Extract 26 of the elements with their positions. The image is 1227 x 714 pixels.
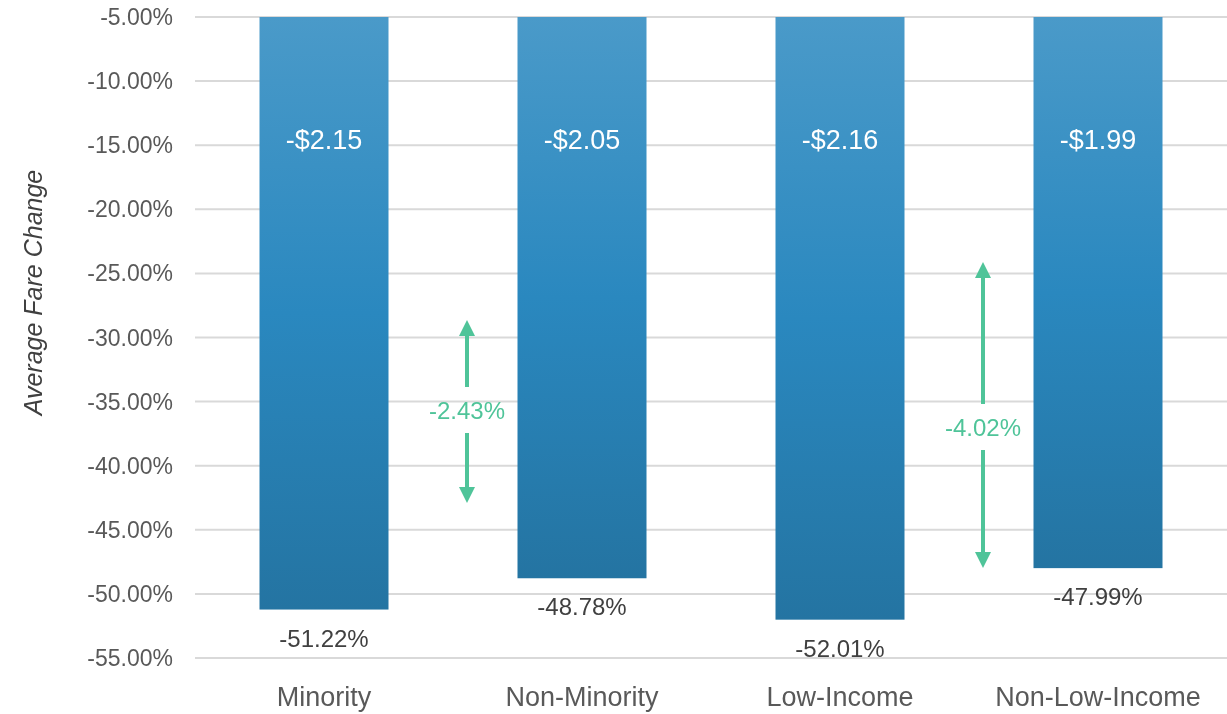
annotation: -$1.99 <box>1059 125 1137 155</box>
y-axis-title: Average Fare Change <box>19 169 47 418</box>
y-tick-label: -20.00% <box>87 196 173 223</box>
x-tick-label: Non-Minority <box>505 682 660 712</box>
annotation: -$2.15 <box>285 125 363 155</box>
y-tick-label: -45.00% <box>87 516 173 543</box>
y-tick-label: -30.00% <box>87 324 173 351</box>
y-tick-label: -35.00% <box>87 388 173 415</box>
y-tick-label: -5.00% <box>100 4 173 30</box>
annotation: -$2.16 <box>801 125 879 155</box>
y-tick-label: -40.00% <box>87 452 173 479</box>
annotation: -$2.05 <box>543 125 621 155</box>
y-tick-label: -25.00% <box>87 260 173 287</box>
x-tick-label: Minority <box>276 682 372 712</box>
y-tick-label: -15.00% <box>87 132 173 159</box>
annotation: -2.43% <box>428 396 506 424</box>
data-label: -47.99% <box>1053 582 1143 610</box>
data-label: -51.22% <box>279 624 369 652</box>
data-label: -52.01% <box>795 634 885 662</box>
y-tick-label: -50.00% <box>87 580 173 607</box>
x-tick-label: Low-Income <box>766 682 914 712</box>
x-tick-label: Non-Low-Income <box>995 682 1201 712</box>
y-tick-label: -55.00% <box>87 645 173 671</box>
y-tick-label: -10.00% <box>87 68 173 95</box>
data-label: -48.78% <box>537 592 627 620</box>
annotation: -4.02% <box>944 413 1022 441</box>
